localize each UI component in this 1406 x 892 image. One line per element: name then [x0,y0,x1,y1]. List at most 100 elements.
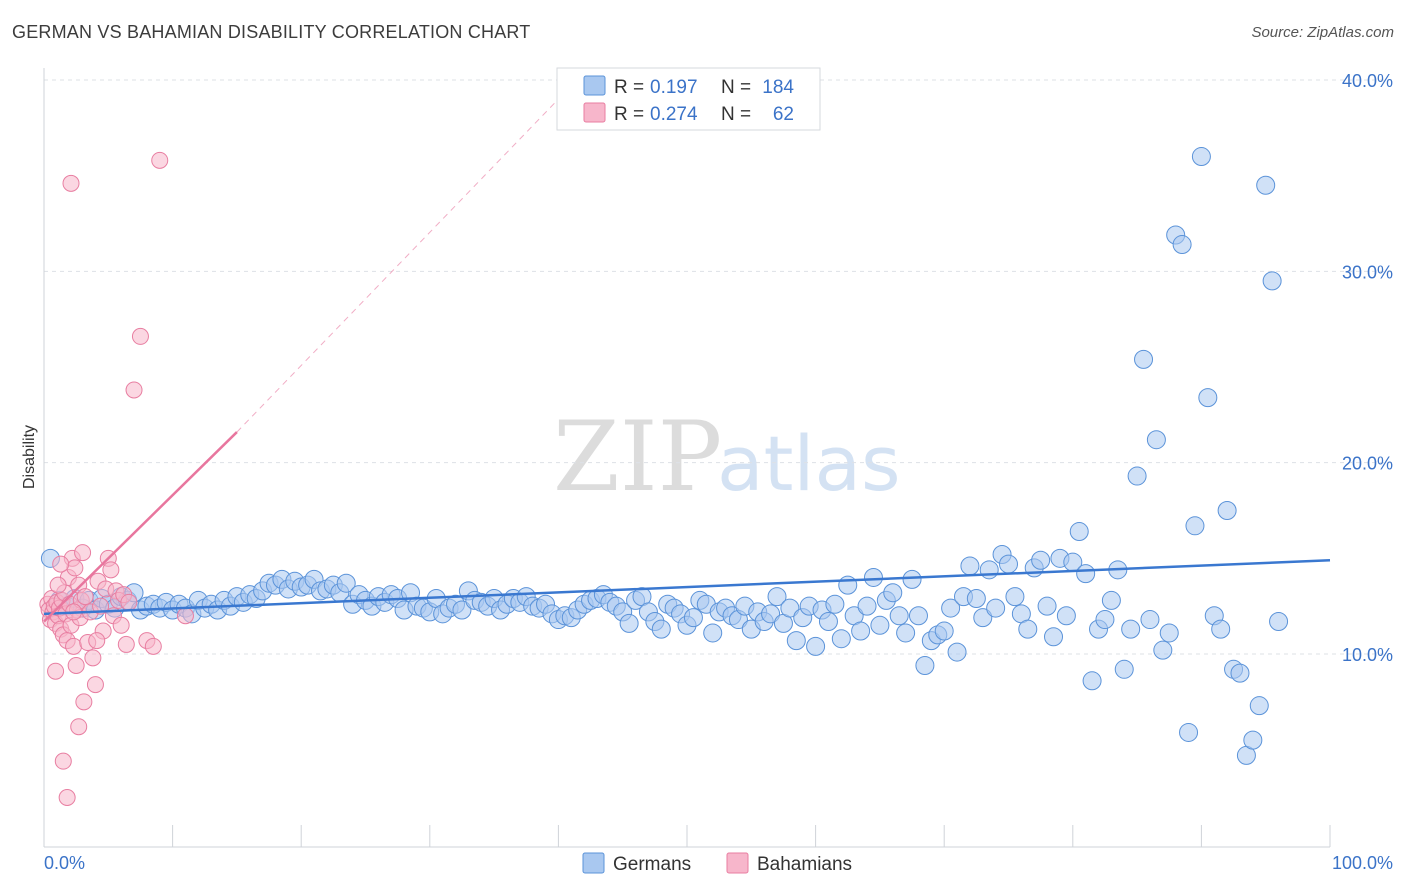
bahamian-point-58 [49,576,67,594]
german-point-139 [941,598,961,618]
german-point-143 [966,589,986,609]
german-point-184 [1230,663,1250,683]
german-point-140 [947,642,967,662]
german-point-186 [1243,730,1263,750]
bahamian-point-56 [176,607,194,625]
german-point-134 [908,606,928,626]
german-point-168 [1127,466,1147,486]
bahamian-trend-extension [236,98,559,433]
bahamian-point-38 [102,561,120,579]
german-point-111 [761,604,781,624]
german-point-160 [1076,564,1096,584]
bahamian-point-50 [151,151,169,169]
bahamian-point-54 [70,718,88,736]
bottom-legend-label-germans: Germans [613,854,691,875]
german-point-94 [651,619,671,639]
german-point-175 [1172,235,1192,255]
german-point-159 [1069,522,1089,542]
german-point-63 [452,600,472,620]
german-point-132 [896,623,916,643]
y-tick-label-1: 20.0% [1342,454,1393,474]
y-axis-label: Disability [21,425,38,489]
german-point-151 [1018,619,1038,639]
german-point-144 [973,608,993,628]
bahamian-point-42 [112,616,130,634]
chart-title: GERMAN VS BAHAMIAN DISABILITY CORRELATIO… [12,22,531,42]
german-point-126 [857,596,877,616]
watermark-atlas: atlas [717,419,901,508]
german-point-122 [831,629,851,649]
german-point-120 [818,611,838,631]
german-point-146 [986,598,1006,618]
legend-n-value-germans: 184 [762,77,794,98]
y-tick-labels: 10.0% 20.0% 30.0% 40.0% [1342,71,1393,665]
x-tick-labels: 0.0% 100.0% [44,853,1393,873]
german-point-125 [851,621,871,641]
german-point-182 [1217,501,1237,520]
bahamian-point-59 [52,555,70,573]
legend-n-label-germans: N = [721,77,751,98]
german-point-178 [1191,147,1211,167]
bottom-legend-label-bahamians: Bahamians [757,854,852,875]
german-point-181 [1211,619,1231,639]
bahamian-point-49 [144,637,162,655]
legend-n-value-bahamians: 62 [773,104,794,125]
german-point-190 [1269,611,1289,631]
german-point-153 [1031,550,1051,570]
german-point-128 [870,615,890,635]
german-point-166 [1114,659,1134,679]
german-point-172 [1153,640,1173,660]
german-point-118 [806,636,826,656]
bahamian-point-22 [67,656,85,674]
bahamian-point-53 [58,789,76,806]
bahamian-point-47 [131,327,149,345]
x-tick-label-max: 100.0% [1332,853,1393,873]
german-point-114 [780,598,800,618]
german-point-173 [1159,623,1179,643]
german-point-170 [1140,610,1160,630]
bahamian-point-44 [117,635,135,653]
bahamian-point-51 [62,174,80,192]
german-point-155 [1044,627,1064,647]
german-point-115 [786,631,806,651]
y-tick-label-3: 40.0% [1342,71,1393,91]
bahamian-point-32 [86,676,104,694]
german-point-171 [1146,430,1166,450]
german-point-149 [1005,587,1025,607]
german-point-157 [1056,606,1076,626]
german-point-131 [889,606,909,626]
legend-r-label-bahamians: R = [614,104,644,125]
y-tick-label-0: 10.0% [1342,645,1393,665]
german-point-89 [619,613,639,633]
german-point-99 [683,608,703,628]
legend-n-label-bahamians: N = [721,104,751,125]
legend-r-value-germans: 0.197 [650,77,698,98]
bahamian-point-21 [66,559,84,577]
german-point-169 [1134,349,1154,369]
grid-lines [44,79,1393,655]
top-legend: R = 0.197 N = 184 R = 0.274 N = 62 [556,67,821,131]
german-point-112 [767,587,787,607]
bahamian-point-28 [76,588,94,606]
german-point-135 [915,655,935,675]
source-label: Source: ZipAtlas.com [1251,24,1394,41]
bottom-legend-swatch-bahamians [726,852,749,874]
german-point-138 [934,621,954,641]
bahamian-point-55 [75,693,93,711]
german-point-164 [1101,590,1121,610]
german-point-142 [960,556,980,576]
x-tick-label-min: 0.0% [44,853,85,873]
trend-lines [43,98,1331,623]
legend-swatch-bahamians [583,102,606,123]
bottom-legend: Germans Bahamians [582,852,852,875]
bottom-legend-swatch-germans [582,852,605,874]
german-points [40,147,1289,765]
german-point-187 [1249,696,1269,716]
german-point-148 [999,554,1018,574]
german-point-154 [1037,596,1057,616]
watermark-zip: ZIP [553,401,722,513]
german-trend-line [43,558,1331,616]
german-point-167 [1121,619,1141,639]
german-point-127 [863,567,883,587]
